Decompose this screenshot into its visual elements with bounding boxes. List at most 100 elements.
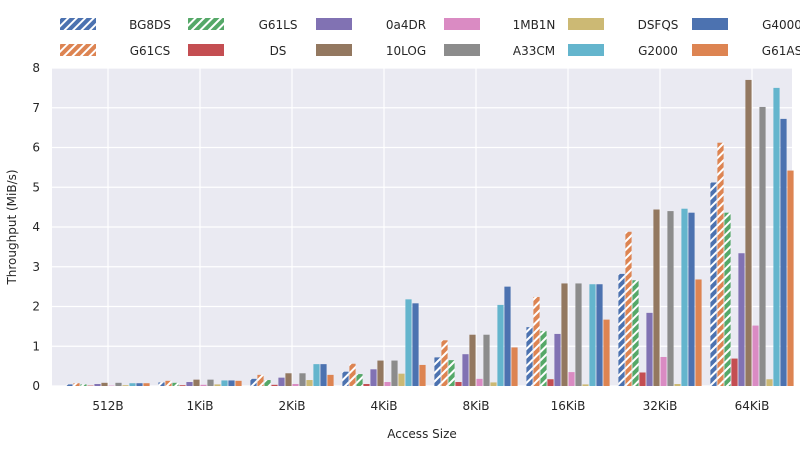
bar-0a4dr-512b	[94, 384, 101, 386]
legend-label: DS	[270, 44, 287, 58]
bar-1mb1n-32kib	[660, 356, 667, 386]
bar-g61as-64kib	[787, 170, 794, 386]
bar-g2000-1kib	[221, 380, 228, 386]
bar-g61ls-2kib	[264, 380, 271, 386]
x-axis-label: Access Size	[387, 427, 457, 441]
bar-10log-32kib	[653, 209, 660, 386]
bar-bg8ds-64kib	[710, 182, 717, 386]
bar-0a4dr-32kib	[646, 312, 653, 386]
bar-0a4dr-16kib	[554, 333, 561, 386]
grid-lines	[52, 67, 792, 387]
bar-1mb1n-1kib	[200, 384, 207, 386]
y-tick-label: 5	[32, 180, 40, 194]
x-tick-label: 4KiB	[370, 399, 397, 413]
bar-g4000-2kib	[320, 364, 327, 386]
bar-0a4dr-1kib	[186, 382, 193, 386]
legend-item-g61ls: G61LS	[188, 18, 297, 32]
bar-ds-4kib	[363, 384, 370, 386]
bar-10log-2kib	[285, 373, 292, 386]
y-tick-label: 1	[32, 339, 40, 353]
bar-ds-2kib	[271, 384, 278, 386]
bar-dsfqs-16kib	[582, 384, 589, 386]
bar-g61as-32kib	[695, 279, 702, 386]
bar-g61cs-16kib	[533, 296, 540, 386]
bar-1mb1n-64kib	[752, 325, 759, 386]
legend-swatch	[692, 18, 728, 30]
x-tick-label: 64KiB	[735, 399, 770, 413]
bar-g61as-512b	[143, 383, 150, 386]
bars	[66, 79, 794, 387]
bar-bg8ds-16kib	[526, 327, 533, 386]
bar-1mb1n-4kib	[384, 382, 391, 386]
bar-g61cs-512b	[73, 383, 80, 386]
bar-dsfqs-64kib	[766, 379, 773, 386]
bar-0a4dr-4kib	[370, 369, 377, 386]
bar-bg8ds-32kib	[618, 273, 625, 386]
bar-g4000-8kib	[504, 286, 511, 387]
y-tick-label: 3	[32, 260, 40, 274]
bar-10log-4kib	[377, 360, 384, 386]
bar-g4000-64kib	[780, 118, 787, 386]
x-tick-labels: 512B 1KiB 2KiB 4KiB 8KiB 16KiB 32KiB 64KiB	[92, 399, 769, 413]
bar-bg8ds-8kib	[434, 357, 441, 386]
bar-a33cm-32kib	[667, 211, 674, 386]
legend-label: G61LS	[259, 18, 298, 32]
bar-a33cm-16kib	[575, 283, 582, 386]
bar-ds-64kib	[731, 358, 738, 386]
legend-item-1mb1n: 1MB1N	[444, 18, 555, 32]
legend-item-10log: 10LOG	[316, 44, 426, 58]
bar-dsfqs-1kib	[214, 384, 221, 386]
bar-g61as-4kib	[419, 364, 426, 386]
bar-0a4dr-2kib	[278, 377, 285, 386]
y-tick-labels: 0 1 2 3 4 5 6 7 8	[32, 61, 40, 393]
legend-label: G61AS	[762, 44, 800, 58]
legend-swatch	[568, 18, 604, 30]
legend-label: BG8DS	[129, 18, 171, 32]
bar-1mb1n-16kib	[568, 372, 575, 386]
y-tick-label: 2	[32, 300, 40, 314]
legend: BG8DS G61CS G61LS DS 0a4DR 10LOG 1MB1N A33CM DSF…	[60, 18, 800, 58]
legend-label: 0a4DR	[386, 18, 426, 32]
bar-g61ls-64kib	[724, 212, 731, 386]
bar-g4000-1kib	[228, 380, 235, 386]
legend-item-g2000: G2000	[568, 44, 678, 58]
bar-g61as-8kib	[511, 347, 518, 386]
bar-dsfqs-512b	[122, 385, 129, 386]
bar-1mb1n-8kib	[476, 378, 483, 386]
bar-g61as-16kib	[603, 319, 610, 386]
bar-g61ls-8kib	[448, 360, 455, 386]
legend-label: G2000	[638, 44, 678, 58]
bar-10log-512b	[101, 382, 108, 386]
bar-a33cm-8kib	[483, 334, 490, 386]
bar-g2000-4kib	[405, 299, 412, 386]
bar-0a4dr-8kib	[462, 354, 469, 386]
legend-swatch	[316, 44, 352, 56]
legend-item-g61as: G61AS	[692, 44, 800, 58]
bar-ds-8kib	[455, 382, 462, 386]
bar-ds-32kib	[639, 372, 646, 386]
bar-0a4dr-64kib	[738, 253, 745, 386]
bar-g2000-2kib	[313, 364, 320, 386]
bar-bg8ds-512b	[66, 384, 73, 386]
legend-swatch	[60, 44, 96, 56]
legend-item-ds: DS	[188, 44, 286, 58]
x-tick-label: 16KiB	[551, 399, 586, 413]
x-tick-label: 1KiB	[186, 399, 213, 413]
legend-swatch	[568, 44, 604, 56]
legend-item-0a4dr: 0a4DR	[316, 18, 426, 32]
legend-label: 10LOG	[386, 44, 426, 58]
legend-item-a33cm: A33CM	[444, 44, 555, 58]
x-tick-label: 8KiB	[462, 399, 489, 413]
bar-g61as-2kib	[327, 374, 334, 386]
bar-bg8ds-4kib	[342, 371, 349, 386]
bar-a33cm-2kib	[299, 373, 306, 386]
bar-1mb1n-2kib	[292, 384, 299, 386]
bar-g61cs-32kib	[625, 231, 632, 386]
bar-g61ls-512b	[80, 384, 87, 386]
legend-swatch	[316, 18, 352, 30]
bar-dsfqs-2kib	[306, 380, 313, 386]
bar-a33cm-512b	[115, 382, 122, 386]
bar-ds-1kib	[179, 385, 186, 386]
bar-a33cm-4kib	[391, 360, 398, 386]
